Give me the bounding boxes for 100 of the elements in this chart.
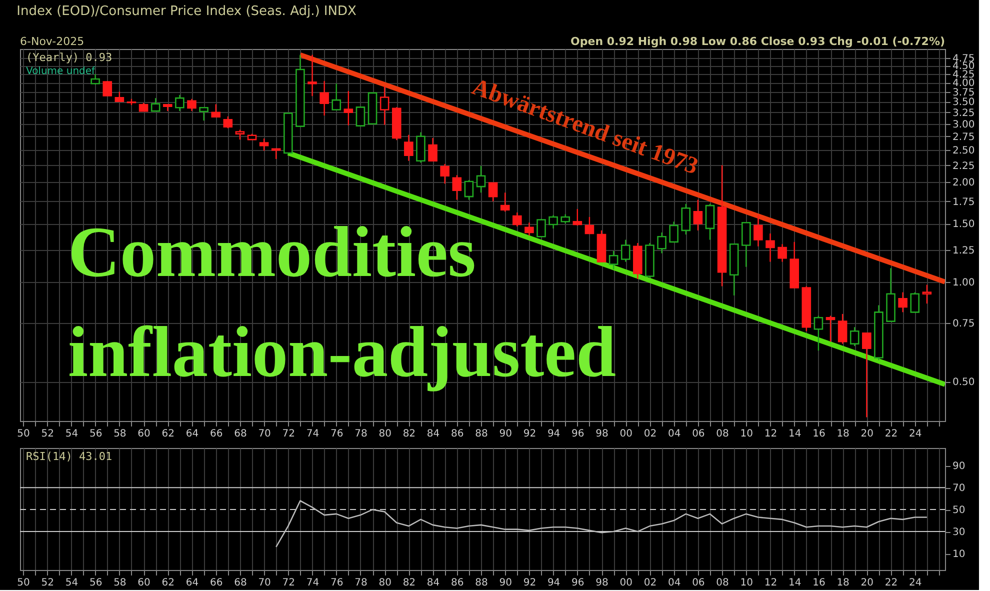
- x-tick-label: 12: [764, 578, 778, 588]
- x-tick-label: 54: [65, 428, 78, 440]
- y-tick-label: 3.50: [952, 97, 975, 108]
- candlestick: [356, 106, 366, 126]
- candlestick: [741, 222, 751, 268]
- candlestick: [452, 174, 462, 200]
- x-tick-label: 98: [596, 578, 608, 588]
- y-tick-label: 0.50: [952, 377, 975, 388]
- x-tick-label: 22: [884, 578, 898, 588]
- x-tick-label: 94: [547, 578, 560, 588]
- candlestick: [766, 232, 775, 262]
- x-tick-label: 92: [523, 578, 536, 588]
- x-tick-label: 00: [620, 428, 632, 440]
- y-tick-label: 30: [952, 527, 966, 538]
- x-tick-label: 24: [909, 578, 922, 588]
- y-tick-label: 2.25: [952, 160, 975, 172]
- candlestick: [464, 179, 474, 200]
- x-tick-label: 10: [740, 428, 754, 440]
- y-tick-label: 2.50: [952, 146, 975, 157]
- x-tick-label: 72: [282, 578, 296, 588]
- candlestick: [235, 129, 245, 140]
- annotation: Commodities: [68, 212, 476, 292]
- x-tick-label: 60: [138, 578, 150, 588]
- candlestick: [102, 80, 112, 97]
- text: Open 0.92 High 0.98 Low 0.86 Close 0.93 Chg -0.01 (-0.72%): [570, 35, 945, 48]
- y-tick-label: 10: [952, 549, 966, 560]
- y-tick-label: 3.00: [952, 119, 975, 130]
- x-tick-label: 96: [572, 578, 584, 588]
- x-tick-label: 08: [716, 428, 729, 440]
- candlestick: [669, 221, 678, 243]
- x-tick-label: 70: [258, 428, 271, 440]
- x-tick-label: 66: [210, 428, 223, 440]
- candlestick: [657, 232, 666, 254]
- annotation: inflation-adjusted: [68, 312, 616, 392]
- x-tick-label: 62: [162, 428, 175, 440]
- x-tick-label: 98: [596, 428, 608, 440]
- x-tick-label: 22: [884, 428, 898, 440]
- candlestick: [114, 91, 124, 102]
- candlestick: [862, 332, 872, 418]
- x-tick-label: 86: [451, 428, 464, 440]
- candlestick: [850, 326, 860, 347]
- x-tick-label: 82: [402, 428, 416, 440]
- x-tick-label: 84: [426, 578, 440, 588]
- x-tick-label: 88: [475, 428, 488, 440]
- x-tick-label: 66: [210, 578, 223, 588]
- x-tick-label: 74: [306, 578, 320, 588]
- y-tick-label: 2.00: [952, 178, 975, 189]
- x-tick-label: 88: [475, 578, 488, 588]
- candlestick: [705, 203, 715, 240]
- y-tick-label: 1.25: [952, 245, 975, 256]
- x-tick-label: 18: [836, 578, 850, 588]
- x-tick-label: 78: [354, 428, 368, 440]
- x-tick-label: 08: [716, 578, 729, 588]
- y-tick-label: 3.25: [952, 108, 975, 119]
- x-tick-label: 24: [909, 428, 922, 440]
- candlestick: [608, 250, 618, 270]
- y-tick-label: 2.75: [952, 132, 975, 143]
- candlestick: [922, 284, 932, 304]
- candlestick: [536, 218, 546, 238]
- candlestick: [693, 199, 703, 232]
- candlestick: [404, 134, 414, 162]
- candlestick: [512, 212, 522, 228]
- candlestick: [778, 244, 787, 262]
- y-tick-label: 1.75: [952, 196, 975, 208]
- y-tick-label: 90: [952, 461, 966, 472]
- x-tick-label: 58: [114, 578, 126, 588]
- x-tick-label: 58: [114, 428, 126, 440]
- x-tick-label: 68: [234, 578, 247, 588]
- x-tick-label: 92: [523, 428, 536, 440]
- x-tick-label: 04: [668, 578, 681, 588]
- candlestick: [150, 97, 160, 112]
- y-tick-label: 1.50: [952, 219, 975, 230]
- x-tick-label: 06: [692, 428, 705, 440]
- text: 6-Nov-2025: [20, 35, 84, 48]
- candlestick: [524, 222, 534, 236]
- candlestick: [440, 163, 450, 184]
- x-tick-label: 90: [499, 428, 512, 440]
- candlestick: [814, 315, 824, 352]
- candlestick: [620, 239, 630, 262]
- y-tick-label: 3.75: [952, 87, 975, 98]
- candlestick: [572, 208, 582, 226]
- x-tick-label: 20: [860, 578, 874, 588]
- x-tick-label: 64: [186, 578, 199, 588]
- x-tick-label: 56: [89, 428, 102, 440]
- x-tick-label: 80: [378, 578, 392, 588]
- x-tick-label: 18: [836, 428, 850, 440]
- candlestick: [838, 313, 848, 344]
- candlestick: [175, 94, 184, 112]
- x-tick-label: 00: [620, 578, 632, 588]
- candlestick: [476, 165, 486, 194]
- x-tick-label: 80: [378, 428, 392, 440]
- y-tick-label: 4.00: [952, 78, 975, 90]
- line-series: [275, 500, 928, 548]
- candlestick: [898, 292, 908, 313]
- x-tick-label: 96: [572, 428, 584, 440]
- x-tick-label: 94: [547, 428, 560, 440]
- annotation: Volume undef: [26, 66, 96, 77]
- x-tick-label: 02: [644, 578, 657, 588]
- x-tick-label: 84: [426, 428, 440, 440]
- candlestick: [187, 98, 196, 112]
